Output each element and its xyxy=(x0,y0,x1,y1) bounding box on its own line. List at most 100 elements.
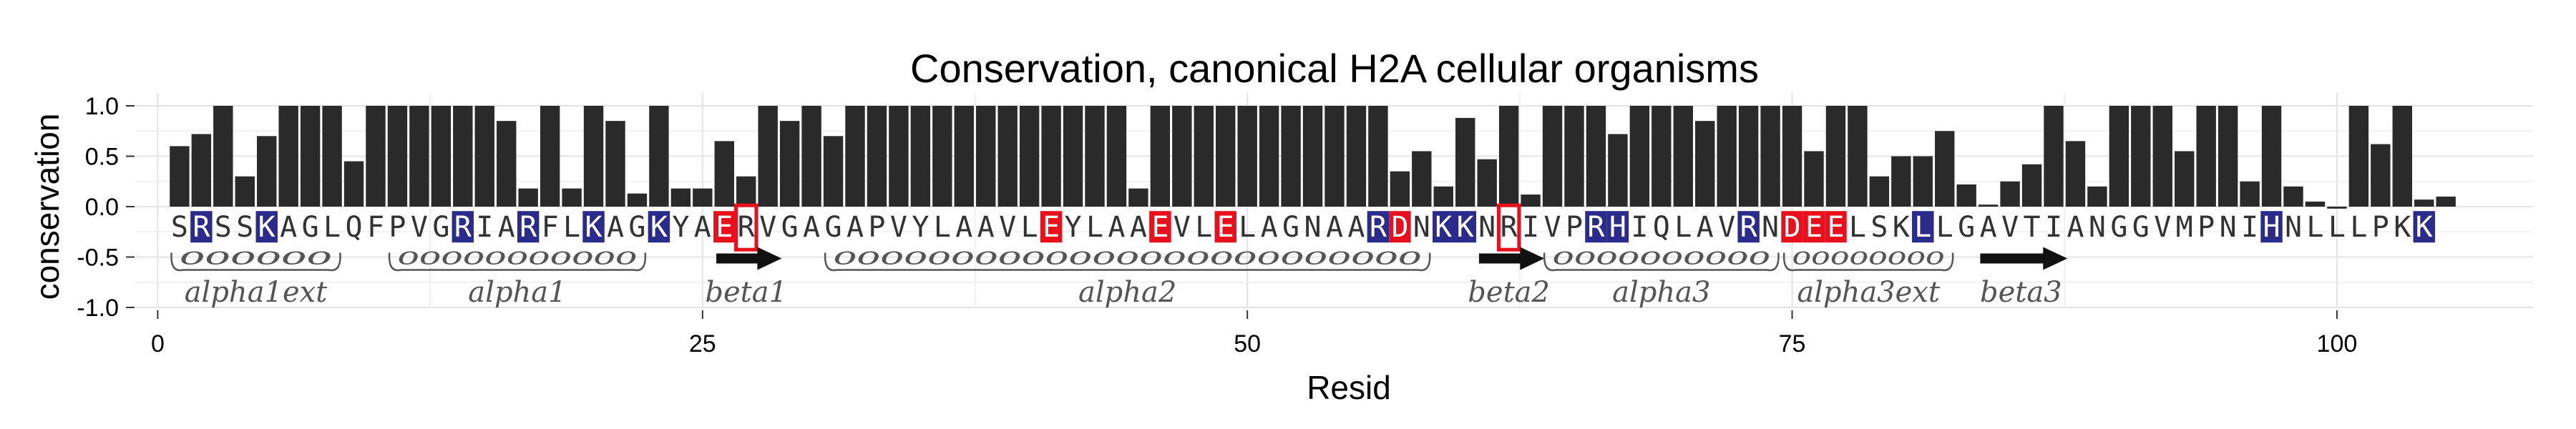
x-tick-label: 0 xyxy=(151,330,165,358)
residue-letter: A xyxy=(1261,211,1278,244)
residue-letter: A xyxy=(1326,211,1343,244)
negative-residue-highlight xyxy=(1825,211,1847,243)
bar xyxy=(1194,106,1214,207)
bar xyxy=(1652,106,1672,207)
secondary-structure-label: beta3 xyxy=(1980,276,2062,309)
bar xyxy=(1586,106,1606,207)
residue-letter: N xyxy=(1762,211,1779,244)
residue-letter: G xyxy=(2132,211,2150,244)
helix-coil: ooooooooooooooooooooooooo xyxy=(834,242,1422,271)
helix-bracket xyxy=(1782,252,1954,272)
residue-letter: S xyxy=(215,211,232,244)
negative-residue-highlight xyxy=(1214,211,1236,243)
chart-title: Conservation, canonical H2A cellular org… xyxy=(910,46,1759,91)
bar xyxy=(1564,106,1584,207)
y-tick-label: 0.0 xyxy=(85,194,119,221)
negative-residue-highlight xyxy=(1781,211,1803,243)
residue-letter: A xyxy=(803,211,820,244)
secondary-structure-label: beta1 xyxy=(705,276,787,309)
residue-letter: R xyxy=(192,211,210,244)
bar xyxy=(1455,117,1475,207)
residue-letter: A xyxy=(694,211,711,244)
secondary-structure-label: alpha2 xyxy=(1078,276,1176,309)
residue-letter: A xyxy=(1130,211,1147,244)
residue-letter: G xyxy=(302,211,319,244)
residue-letter: N xyxy=(2220,211,2237,244)
bar xyxy=(1259,106,1279,207)
residue-letter: N xyxy=(1478,211,1496,244)
negative-residue-highlight xyxy=(1040,211,1063,243)
y-tick-label: -0.5 xyxy=(77,245,119,272)
bar xyxy=(2218,106,2238,207)
residue-letter: E xyxy=(1151,211,1169,244)
residue-letter: K xyxy=(2394,211,2411,244)
residue-letter: R xyxy=(519,211,537,244)
residue-letter: L xyxy=(1239,211,1256,244)
residue-letter: T xyxy=(2023,211,2040,244)
residue-letter: A xyxy=(1697,211,1714,244)
residue-letter: N xyxy=(2089,211,2106,244)
bar xyxy=(1041,106,1061,207)
residue-letter: K xyxy=(585,211,602,244)
residue-letter: N xyxy=(1413,211,1430,244)
bar xyxy=(2175,151,2195,207)
bar xyxy=(2044,106,2064,207)
bar xyxy=(1869,176,1890,207)
residue-letter: F xyxy=(367,211,384,244)
positive-residue-highlight xyxy=(582,211,605,243)
bar xyxy=(649,106,669,207)
bar xyxy=(1673,106,1693,207)
residue-letter: A xyxy=(977,211,995,244)
bar xyxy=(235,176,255,207)
residue-letter: V xyxy=(1543,211,1561,244)
positive-residue-highlight xyxy=(648,211,670,243)
bar xyxy=(583,106,604,207)
residue-letter: S xyxy=(171,211,188,244)
residue-letter: I xyxy=(2045,211,2062,244)
residue-letter: P xyxy=(2372,211,2389,244)
secondary-structure-label: alpha3 xyxy=(1612,276,1710,309)
bar xyxy=(387,106,408,207)
residue-letter: A xyxy=(955,211,972,244)
bar xyxy=(1128,188,1148,207)
bar xyxy=(213,106,233,207)
residue-letter: R xyxy=(1740,211,1758,244)
helix-coil: ooooooooooo xyxy=(397,242,637,271)
strand-arrow xyxy=(1980,247,2068,270)
residue-letter: L xyxy=(1936,211,1953,244)
residue-letter: Q xyxy=(1653,211,1670,244)
x-tick-label: 50 xyxy=(1234,330,1261,358)
bar xyxy=(1412,151,1432,207)
positive-residue-highlight xyxy=(1912,211,1934,243)
bar xyxy=(2000,181,2020,207)
bar xyxy=(1302,106,1323,207)
bar xyxy=(758,106,778,207)
residue-letter: V xyxy=(1174,211,1191,244)
bar xyxy=(1368,106,1388,207)
boxed-residue-outline xyxy=(734,203,758,252)
bar xyxy=(1825,106,1846,207)
bar xyxy=(1019,106,1040,207)
bar xyxy=(932,106,952,207)
bar xyxy=(540,106,560,207)
residue-letter: E xyxy=(1043,211,1060,244)
y-axis-label: conservation xyxy=(29,114,66,300)
bar xyxy=(1172,106,1192,207)
residue-letter: R xyxy=(454,211,472,244)
residue-letter: I xyxy=(476,211,493,244)
bar xyxy=(1891,156,1911,207)
residue-letter: M xyxy=(2176,211,2193,244)
helix-coil: oooooooooo xyxy=(1553,242,1771,271)
residue-letter: Q xyxy=(345,211,362,244)
residue-letter: L xyxy=(563,211,580,244)
x-axis-label: Resid xyxy=(1307,369,1391,406)
negative-residue-highlight xyxy=(713,211,736,243)
residue-letter: G xyxy=(432,211,449,244)
bar xyxy=(1433,186,1453,207)
positive-residue-highlight xyxy=(1737,211,1760,243)
bar xyxy=(1956,184,1976,207)
bar xyxy=(2283,186,2303,207)
bar xyxy=(343,161,364,207)
bar xyxy=(1477,159,1497,207)
